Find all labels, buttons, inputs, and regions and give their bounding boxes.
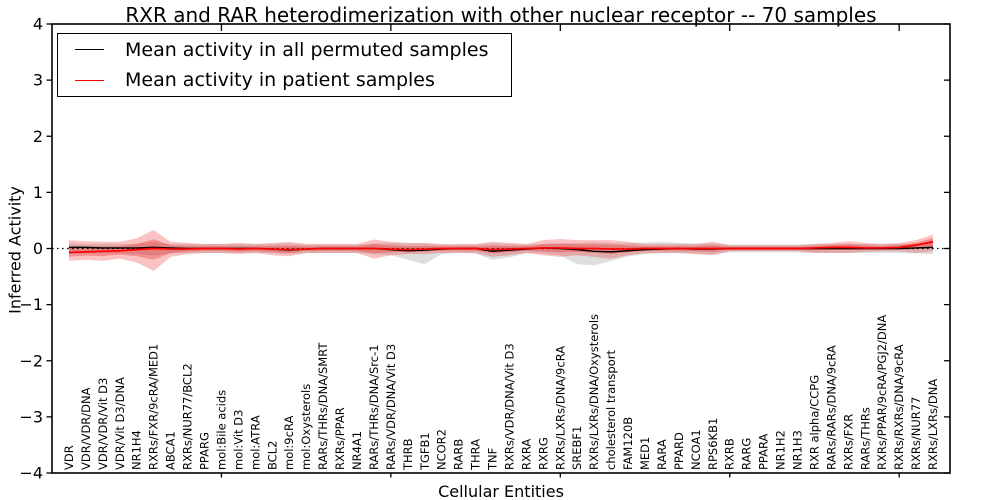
x-tick-label: RARs/VDR/DNA/Vit D3 [384,344,398,470]
x-tick-label: RPS6KB1 [706,418,720,470]
x-tick-label: NR1H2 [774,430,788,470]
x-tick-label: RXR alpha/CCPG [807,375,821,470]
x-tick-label: VDR [62,445,76,470]
y-tick-label: 1 [33,183,43,202]
x-axis-label: Cellular Entities [438,482,564,500]
x-tick-label: RARs/THRs/DNA/Src-1 [367,344,381,470]
y-tick-label: 0 [33,239,43,258]
x-tick-label: FAM120B [621,417,635,470]
chart-title: RXR and RAR heterodimerization with othe… [125,3,877,27]
x-tick-label: RXRs/FXR/9cRA/MED1 [147,344,161,470]
y-tick-label: 3 [33,71,43,90]
x-tick-label: THRA [469,439,483,471]
x-tick-label: VDR/Vit D3/DNA [113,377,127,470]
x-tick-label: mol:Bile acids [214,390,228,470]
permuted-line-swatch [75,49,104,51]
x-tick-label: RARA [655,439,669,470]
x-tick-label: SREBF1 [570,426,584,470]
x-tick-label: MED1 [638,437,652,470]
y-axis-label: Inferred Activity [5,186,25,314]
x-tick-label: RXRs/PPAR [333,407,347,470]
x-tick-label: ABCA1 [164,431,178,470]
x-tick-label: RXRs/LXRs/DNA/Oxysterols [587,314,601,470]
x-tick-label: mol:Vit D3 [231,410,245,470]
x-tick-label: RXRs/RXRs/DNA/9cRA [892,344,906,470]
x-tick-label: RXRs/LXRs/DNA/9cRA [553,346,567,470]
x-tick-label: BCL2 [265,441,279,470]
y-tick-label: −1 [19,295,43,314]
x-tick-label: mol:ATRA [248,415,262,470]
legend-label-permuted: Mean activity in all permuted samples [125,38,489,61]
patient-line-swatch [75,79,104,81]
x-tick-label: NR1H4 [130,430,144,470]
x-tick-label: RARs/THRs [858,407,872,470]
x-tick-label: RXRs/VDR/DNA/Vit D3 [502,343,516,470]
legend-label-patient: Mean activity in patient samples [125,69,435,92]
x-tick-label: PPARA [757,433,771,470]
x-tick-label: cholesterol transport [604,350,618,470]
x-tick-label: RXRs/PPAR/9cRA/PGJ2/DNA [875,315,889,470]
x-tick-label: PPARG [197,432,211,470]
x-tick-label: RXRs/NUR77 [909,397,923,470]
x-tick-label: RARs/RARs/DNA/9cRA [824,345,838,470]
x-tick-label: RXRB [723,438,737,470]
x-tick-label: RXRG [536,437,550,470]
x-tick-label: mol:9cRA [282,416,296,470]
x-tick-label: NCOR2 [435,429,449,470]
x-tick-label: RXRA [519,439,533,470]
y-tick-label: 2 [33,127,43,146]
x-tick-label: NR4A1 [350,431,364,470]
x-tick-label: TNF [486,448,500,471]
legend: Mean activity in all permuted samples Me… [57,33,512,97]
x-tick-label: RARG [740,438,754,470]
x-tick-label: THRB [401,438,415,471]
y-tick-label: −3 [19,407,43,426]
y-tick-label: 4 [33,15,43,34]
x-tick-label: TGFB1 [418,432,432,471]
y-tick-label: −2 [19,351,43,370]
x-tick-label: RXRs/NUR77/BCL2 [181,363,195,470]
x-tick-label: VDR/VDR/DNA [79,387,93,470]
legend-item-patient: Mean activity in patient samples [75,66,511,95]
x-tick-label: RARs/THRs/DNA/SMRT [316,342,330,470]
x-tick-label: RXRs/LXRs/DNA [926,379,940,470]
x-tick-label: RARB [452,439,466,470]
x-tick-label: mol:Oxysterols [299,384,313,470]
x-tick-label: VDR/VDR/Vit D3 [96,378,110,470]
x-tick-label: PPARD [672,432,686,470]
x-tick-label: RXRs/FXR [841,414,855,470]
patient-mean-line [68,240,934,254]
x-tick-label: NR1H3 [791,430,805,470]
y-tick-label: −4 [19,464,43,483]
x-tick-label: NCOA1 [689,429,703,470]
legend-item-permuted: Mean activity in all permuted samples [75,35,511,64]
